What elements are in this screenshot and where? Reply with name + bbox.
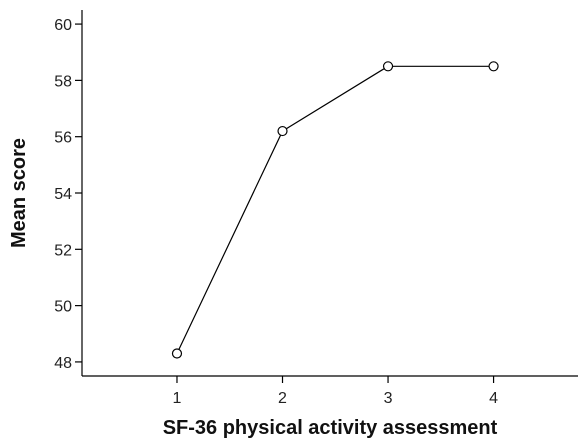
x-axis-title: SF-36 physical activity assessment [163, 417, 498, 439]
x-tick-label: 3 [384, 390, 393, 407]
series-line [176, 65, 494, 354]
data-point [277, 125, 288, 137]
y-axis-ticks: 48 50 52 54 56 58 60 [54, 17, 82, 372]
y-tick-label: 58 [54, 73, 72, 90]
data-point [488, 61, 499, 72]
data-point [382, 61, 394, 72]
y-tick-label: 54 [54, 186, 72, 203]
data-point [171, 348, 183, 359]
x-tick-label: 1 [173, 390, 182, 407]
y-axis-title: Mean score [8, 138, 30, 248]
y-tick-label: 50 [54, 299, 72, 316]
x-axis-ticks: 1 2 3 4 [173, 376, 498, 407]
series-group [171, 61, 499, 359]
y-tick-label: 56 [54, 130, 72, 147]
x-tick-label: 2 [278, 390, 287, 407]
y-tick-label: 48 [54, 355, 72, 372]
x-tick-label: 4 [489, 390, 498, 407]
y-tick-label: 52 [54, 242, 72, 259]
y-tick-label: 60 [54, 17, 72, 34]
plot-area [82, 10, 578, 376]
